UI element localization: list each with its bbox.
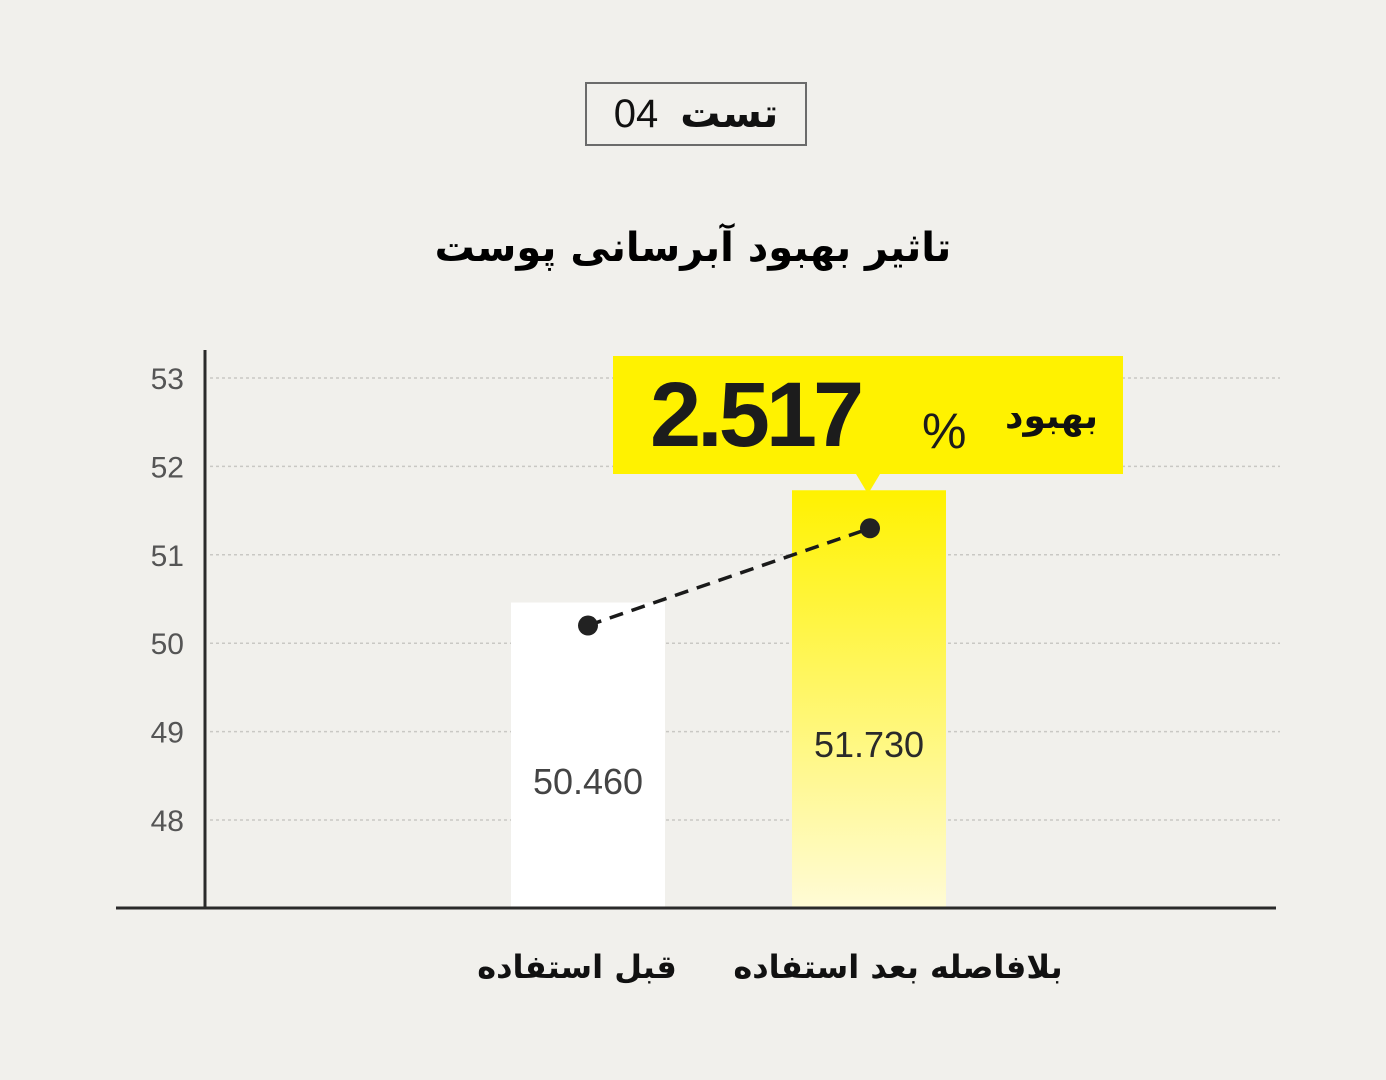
chart-title: تاثیر بهبود آبرسانی پوست [434, 225, 952, 271]
callout-pointer [856, 474, 880, 494]
trend-connector [587, 526, 871, 628]
y-tick-label: 49 [151, 717, 184, 750]
y-tick-label: 53 [151, 363, 184, 396]
callout-label: بهبود [1005, 396, 1098, 437]
connector-point-before [578, 615, 598, 636]
y-tick-label: 51 [151, 540, 184, 573]
connector-point-after [860, 518, 880, 539]
bar-value-label: 51.730 [814, 724, 924, 765]
test-number: 04 [613, 91, 659, 136]
category-label: قبل استفاده [477, 948, 677, 986]
test-badge: 04 تست [585, 82, 807, 146]
bar-before [511, 602, 665, 908]
bar-after [792, 490, 946, 908]
callout-unit: % [922, 403, 966, 459]
y-tick-label: 52 [151, 451, 184, 484]
callout-box [613, 356, 1123, 474]
bar-value-label: 50.460 [533, 761, 643, 802]
y-tick-label: 48 [151, 805, 184, 838]
category-label: بلافاصله بعد استفاده [733, 948, 1062, 986]
improvement-callout: 2.517 % بهبود [613, 356, 1123, 494]
y-tick-label: 50 [151, 628, 184, 661]
callout-value: 2.517 [650, 364, 861, 466]
test-label: تست [680, 91, 779, 137]
